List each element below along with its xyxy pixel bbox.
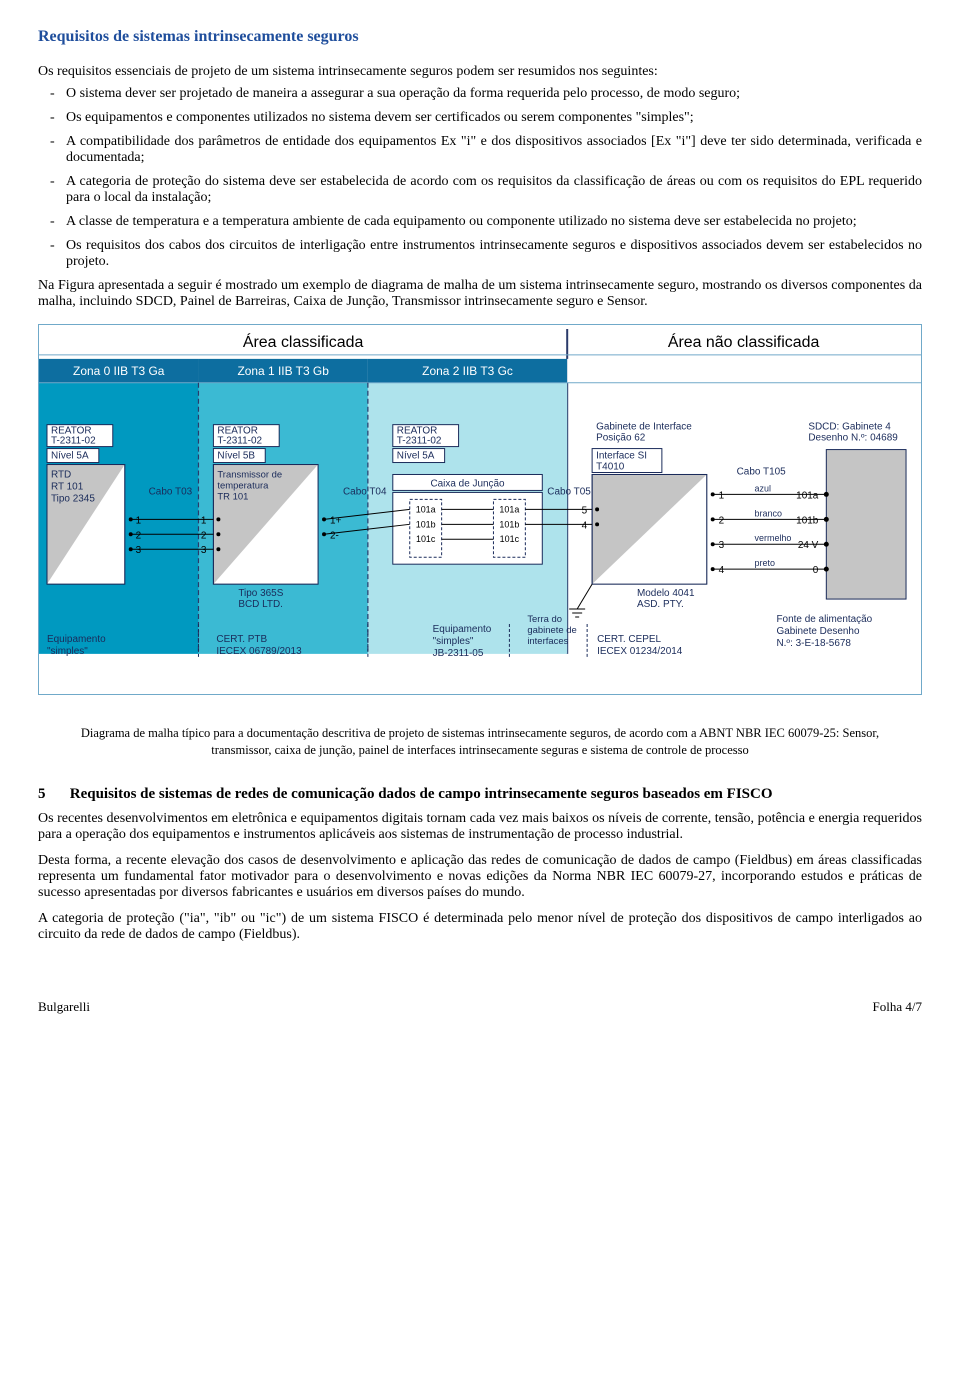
- svg-text:TR 101: TR 101: [217, 491, 248, 502]
- svg-text:Modelo 4041: Modelo 4041: [637, 588, 695, 599]
- svg-text:SDCD: Gabinete 4: SDCD: Gabinete 4: [808, 422, 891, 433]
- svg-text:Transmissor de: Transmissor de: [217, 469, 282, 480]
- header-classified: Área classificada: [243, 332, 364, 351]
- svg-text:Desenho N.º: 04689: Desenho N.º: 04689: [808, 433, 898, 444]
- svg-text:101b: 101b: [416, 519, 436, 529]
- svg-text:preto: preto: [755, 558, 775, 568]
- svg-text:"simples": "simples": [47, 646, 88, 657]
- svg-text:T-2311-02: T-2311-02: [217, 436, 262, 447]
- svg-text:N.º: 3-E-18-5678: N.º: 3-E-18-5678: [776, 638, 851, 649]
- svg-text:5: 5: [582, 505, 588, 516]
- svg-text:Gabinete Desenho: Gabinete Desenho: [776, 626, 859, 637]
- section5-heading: 5 Requisitos de sistemas de redes de com…: [38, 786, 922, 803]
- svg-text:3: 3: [201, 545, 207, 556]
- svg-text:101a: 101a: [499, 504, 519, 514]
- svg-text:101c: 101c: [416, 534, 436, 544]
- list-item: O sistema dever ser projetado de maneira…: [38, 86, 922, 102]
- footer-left: Bulgarelli: [38, 999, 90, 1015]
- intro-text: Os requisitos essenciais de projeto de u…: [38, 64, 922, 80]
- svg-text:Equipamento: Equipamento: [433, 624, 492, 635]
- requirements-list: O sistema dever ser projetado de maneira…: [38, 86, 922, 270]
- svg-text:Terra do: Terra do: [527, 614, 562, 625]
- svg-text:0: 0: [813, 565, 819, 576]
- svg-text:Equipamento: Equipamento: [47, 634, 106, 645]
- list-item: A classe de temperatura e a temperatura …: [38, 214, 922, 230]
- svg-text:RT 101: RT 101: [51, 481, 84, 492]
- header-nonclassified: Área não classificada: [668, 332, 820, 351]
- svg-text:Caixa de Junção: Caixa de Junção: [430, 478, 505, 489]
- svg-text:3: 3: [136, 545, 142, 556]
- svg-text:24 V: 24 V: [798, 540, 819, 551]
- svg-text:vermelho: vermelho: [755, 533, 792, 543]
- svg-text:101b: 101b: [499, 519, 519, 529]
- section5-num: 5: [38, 786, 66, 803]
- list-item: A compatibilidade dos parâmetros de enti…: [38, 134, 922, 166]
- svg-text:Tipo 365S: Tipo 365S: [238, 588, 283, 599]
- svg-text:JB-2311-05: JB-2311-05: [433, 648, 484, 659]
- svg-text:RTD: RTD: [51, 469, 71, 480]
- diagram-svg: Área classificada Área não classificada …: [38, 324, 922, 695]
- section5-title: Requisitos de sistemas de redes de comun…: [70, 786, 773, 802]
- svg-text:101a: 101a: [796, 490, 819, 501]
- svg-text:Fonte de alimentação: Fonte de alimentação: [776, 614, 872, 625]
- page-footer: Bulgarelli Folha 4/7: [38, 999, 922, 1015]
- svg-text:Cabo T105: Cabo T105: [737, 466, 787, 477]
- svg-text:101a: 101a: [416, 504, 436, 514]
- svg-text:Cabo T04: Cabo T04: [343, 486, 387, 497]
- loop-diagram: Área classificada Área não classificada …: [38, 324, 922, 695]
- svg-text:2: 2: [201, 530, 207, 541]
- svg-text:4: 4: [582, 520, 588, 531]
- svg-text:Tipo 2345: Tipo 2345: [51, 493, 95, 504]
- svg-text:Posição 62: Posição 62: [596, 433, 646, 444]
- svg-text:3: 3: [719, 540, 725, 551]
- svg-text:Nível 5A: Nível 5A: [397, 451, 435, 462]
- footer-right: Folha 4/7: [873, 999, 922, 1015]
- svg-text:Nível 5B: Nível 5B: [217, 451, 255, 462]
- svg-text:BCD LTD.: BCD LTD.: [238, 599, 283, 610]
- svg-text:gabinete de: gabinete de: [527, 625, 576, 636]
- zone1-label: Zona 1 IIB T3 Gb: [237, 364, 329, 378]
- svg-text:T4010: T4010: [596, 462, 625, 473]
- svg-text:temperatura: temperatura: [217, 480, 269, 491]
- svg-text:1: 1: [136, 515, 142, 526]
- svg-text:Cabo T05: Cabo T05: [547, 486, 591, 497]
- svg-text:Interface SI: Interface SI: [596, 451, 647, 462]
- list-item: Os equipamentos e componentes utilizados…: [38, 110, 922, 126]
- svg-text:azul: azul: [755, 483, 771, 493]
- svg-text:T-2311-02: T-2311-02: [51, 436, 96, 447]
- zone0-label: Zona 0 IIB T3 Ga: [73, 364, 165, 378]
- svg-text:CERT. CEPEL: CERT. CEPEL: [597, 634, 661, 645]
- svg-text:1: 1: [201, 515, 207, 526]
- svg-text:Gabinete de Interface: Gabinete de Interface: [596, 422, 692, 433]
- svg-text:1+: 1+: [330, 515, 342, 526]
- svg-text:IECEX 06789/2013: IECEX 06789/2013: [216, 646, 302, 657]
- section5-para: Desta forma, a recente elevação dos caso…: [38, 853, 922, 901]
- svg-text:101c: 101c: [500, 534, 520, 544]
- svg-text:interfaces: interfaces: [527, 636, 568, 647]
- figure-caption: Diagrama de malha típico para a document…: [78, 725, 882, 759]
- svg-text:Nível 5A: Nível 5A: [51, 451, 89, 462]
- section5-para: Os recentes desenvolvimentos em eletrôni…: [38, 811, 922, 843]
- svg-text:CERT. PTB: CERT. PTB: [216, 634, 267, 645]
- list-item: A categoria de proteção do sistema deve …: [38, 174, 922, 206]
- svg-text:IECEX 01234/2014: IECEX 01234/2014: [597, 646, 683, 657]
- svg-text:2: 2: [719, 515, 725, 526]
- svg-text:"simples": "simples": [433, 636, 474, 647]
- para-after-bullets: Na Figura apresentada a seguir é mostrad…: [38, 278, 922, 310]
- svg-text:4: 4: [719, 565, 725, 576]
- section5-para: A categoria de proteção ("ia", "ib" ou "…: [38, 911, 922, 943]
- svg-text:2: 2: [136, 530, 142, 541]
- page-title: Requisitos de sistemas intrinsecamente s…: [38, 28, 922, 46]
- svg-text:ASD. PTY.: ASD. PTY.: [637, 599, 684, 610]
- svg-text:T-2311-02: T-2311-02: [397, 436, 442, 447]
- svg-text:branco: branco: [755, 508, 782, 518]
- zone2-label: Zona 2 IIB T3 Gc: [422, 364, 513, 378]
- svg-text:1: 1: [719, 490, 725, 501]
- svg-text:Cabo T03: Cabo T03: [149, 486, 193, 497]
- svg-text:101b: 101b: [796, 515, 819, 526]
- svg-text:2-: 2-: [330, 530, 339, 541]
- list-item: Os requisitos dos cabos dos circuitos de…: [38, 238, 922, 270]
